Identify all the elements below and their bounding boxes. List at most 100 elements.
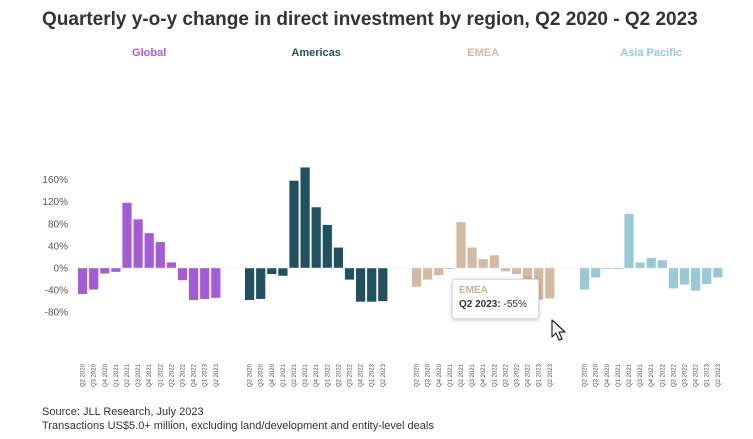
y-tick-label: 160% <box>42 175 68 186</box>
x-tick-label: Q3 2022 <box>181 363 187 387</box>
bar <box>635 262 645 268</box>
bar <box>434 268 444 276</box>
tooltip-label: Q2 2023: <box>459 299 501 310</box>
x-tick-label: Q2 2020 <box>81 363 87 387</box>
x-tick-label: Q1 2021 <box>114 363 120 387</box>
bar <box>267 268 277 275</box>
tooltip-region: EMEA <box>459 285 488 296</box>
tooltip: EMEA Q2 2023: -55% <box>452 279 539 319</box>
bar <box>367 268 377 302</box>
x-tick-label: Q1 2022 <box>158 363 164 387</box>
bar <box>122 202 132 268</box>
bar <box>344 268 355 280</box>
x-tick-label: Q2 2022 <box>169 363 175 387</box>
x-tick-label: Q1 2021 <box>281 363 287 387</box>
panel-title-1: Americas <box>291 47 341 59</box>
bar <box>423 268 433 280</box>
x-tick-label: Q2 2023 <box>381 363 387 387</box>
x-tick-label: Q2 2022 <box>503 363 509 387</box>
bar <box>511 268 522 275</box>
x-tick-label: Q1 2022 <box>660 363 666 387</box>
x-tick-label: Q2 2020 <box>248 363 254 387</box>
bar <box>445 268 455 270</box>
x-tick-label: Q3 2022 <box>683 363 689 387</box>
bar <box>378 268 388 302</box>
panel-title-3: Asia Pacific <box>620 47 682 59</box>
bar <box>478 259 488 268</box>
x-tick-label: Q3 2021 <box>638 363 644 387</box>
x-tick-label: Q4 2020 <box>270 363 276 387</box>
bar <box>467 247 477 268</box>
x-tick-label: Q3 2021 <box>303 363 309 387</box>
bar <box>646 258 656 268</box>
x-tick-label: Q1 2021 <box>616 363 622 387</box>
x-tick-label: Q2 2022 <box>671 363 677 387</box>
x-tick-label: Q4 2021 <box>649 363 655 387</box>
bar <box>613 268 623 269</box>
x-tick-label: Q4 2020 <box>605 363 611 387</box>
x-tick-label: Q4 2022 <box>359 363 365 387</box>
bar <box>200 268 210 299</box>
notes-line: Transactions US$5.0+ million, excluding … <box>42 420 434 432</box>
x-tick-label: Q4 2020 <box>437 363 443 387</box>
bar <box>679 268 690 285</box>
bar <box>456 222 466 268</box>
y-tick-label: -80% <box>45 308 68 319</box>
x-tick-label: Q2 2021 <box>627 363 633 387</box>
mouse-cursor-icon <box>551 319 566 341</box>
y-tick-label: 40% <box>48 241 68 252</box>
bar <box>278 268 288 276</box>
bar <box>189 268 199 301</box>
bar <box>300 167 310 268</box>
bar <box>356 268 366 302</box>
bar <box>624 213 634 268</box>
x-tick-label: Q2 2023 <box>214 363 220 387</box>
x-tick-label: Q3 2020 <box>426 363 432 387</box>
bar <box>155 242 165 268</box>
x-tick-label: Q1 2022 <box>492 363 498 387</box>
bar <box>545 268 555 299</box>
bar <box>602 268 612 269</box>
x-tick-label: Q3 2020 <box>594 363 600 387</box>
x-tick-label: Q2 2023 <box>716 363 722 387</box>
x-tick-label: Q2 2021 <box>292 363 298 387</box>
x-tick-label: Q3 2022 <box>348 363 354 387</box>
bar <box>657 260 667 268</box>
bar <box>100 268 110 274</box>
x-tick-label: Q3 2020 <box>92 363 98 387</box>
bar <box>245 268 255 301</box>
x-tick-label: Q1 2021 <box>448 363 454 387</box>
x-tick-label: Q2 2020 <box>583 363 589 387</box>
bar <box>691 268 701 291</box>
x-tick-label: Q1 2023 <box>370 363 376 387</box>
bar <box>111 268 121 272</box>
bar <box>256 268 266 299</box>
bar <box>144 233 154 268</box>
bar <box>591 268 601 278</box>
y-tick-label: 120% <box>42 197 68 208</box>
bar <box>311 207 321 268</box>
x-tick-label: Q2 2021 <box>459 363 465 387</box>
tooltip-value: -55% <box>503 299 527 310</box>
bar <box>489 255 499 268</box>
x-tick-label: Q2 2023 <box>548 363 554 387</box>
x-tick-label: Q1 2023 <box>705 363 711 387</box>
bar <box>713 268 723 278</box>
x-tick-label: Q1 2022 <box>325 363 331 387</box>
x-tick-label: Q3 2022 <box>515 363 521 387</box>
tooltip-value-line: Q2 2023: -55% <box>459 299 532 310</box>
bar <box>166 262 176 268</box>
x-tick-label: Q4 2021 <box>314 363 320 387</box>
x-tick-label: Q2 2021 <box>125 363 131 387</box>
chart-title: Quarterly y-o-y change in direct investm… <box>42 9 698 30</box>
bar <box>580 268 590 290</box>
y-tick-label: 80% <box>48 219 68 230</box>
y-tick-label: 0% <box>54 264 69 275</box>
x-tick-label: Q4 2022 <box>694 363 700 387</box>
x-tick-label: Q1 2023 <box>203 363 209 387</box>
bar <box>289 180 299 268</box>
bar <box>177 268 188 281</box>
source-line: Source: JLL Research, July 2023 <box>42 406 204 418</box>
panel-title-2: EMEA <box>467 47 499 59</box>
